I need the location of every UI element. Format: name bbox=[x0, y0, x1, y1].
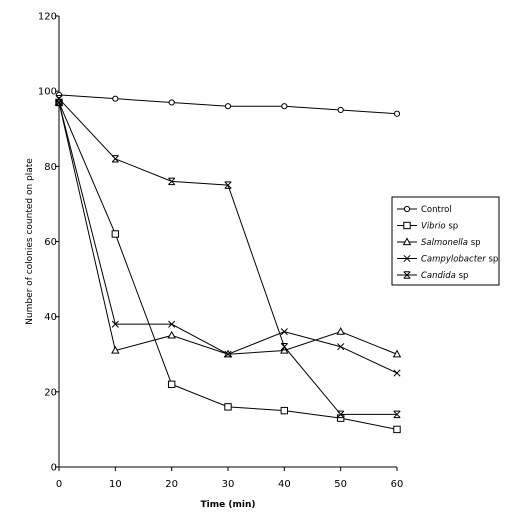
square-marker bbox=[111, 230, 120, 238]
triangle-marker bbox=[336, 327, 345, 335]
legend-label-genus: Campylobacter bbox=[421, 255, 486, 265]
triangle-marker bbox=[111, 345, 120, 354]
legend-label-genus: Vibrio bbox=[421, 222, 446, 232]
legend-item: Vibrio sp bbox=[397, 222, 458, 232]
x-tick-label: 60 bbox=[391, 479, 404, 490]
legend-label-suffix: sp bbox=[468, 238, 481, 248]
x-tick-label: 40 bbox=[278, 479, 291, 490]
x-marker bbox=[280, 328, 288, 336]
legend-label-suffix: sp bbox=[486, 255, 499, 265]
x-marker bbox=[403, 254, 411, 263]
x-marker bbox=[111, 320, 119, 328]
square-marker bbox=[280, 406, 289, 415]
legend-label-suffix: sp bbox=[446, 222, 459, 232]
square-marker bbox=[167, 380, 176, 389]
legend-item: Control bbox=[397, 205, 452, 215]
legend-label: Vibrio sp bbox=[421, 222, 458, 232]
y-tick-label: 120 bbox=[38, 12, 57, 23]
square-marker bbox=[393, 425, 401, 434]
y-tick-label: 80 bbox=[44, 162, 57, 173]
legend-label: Campylobacter sp bbox=[421, 255, 498, 265]
legend-label-genus: Salmonella bbox=[421, 238, 468, 248]
star-marker bbox=[393, 410, 401, 419]
x-marker bbox=[393, 369, 401, 377]
circle-marker bbox=[393, 110, 401, 117]
square-marker bbox=[403, 221, 411, 230]
star-marker bbox=[224, 181, 232, 189]
triangle-marker bbox=[392, 349, 402, 358]
x-marker bbox=[224, 350, 232, 358]
y-tick-label: 0 bbox=[51, 463, 57, 474]
x-tick-label: 10 bbox=[109, 479, 122, 490]
legend-item: Salmonella sp bbox=[397, 237, 481, 248]
circle-marker bbox=[337, 106, 344, 114]
star-marker bbox=[55, 94, 63, 103]
star-marker bbox=[337, 410, 345, 419]
x-marker bbox=[337, 343, 345, 351]
star-marker bbox=[280, 343, 288, 351]
legend-label-suffix: sp bbox=[456, 271, 469, 281]
star-marker bbox=[403, 271, 411, 279]
circle-marker bbox=[403, 205, 411, 213]
legend-label: Control bbox=[421, 205, 452, 215]
square-marker bbox=[224, 403, 232, 411]
x-tick-label: 30 bbox=[222, 479, 235, 490]
star-marker bbox=[168, 177, 176, 186]
star-marker bbox=[111, 155, 119, 163]
y-axis-label: Number of colonies counted on plate bbox=[25, 158, 35, 325]
circle-marker bbox=[224, 103, 232, 110]
triangle-marker bbox=[402, 237, 412, 246]
x-tick-label: 0 bbox=[56, 479, 62, 490]
triangle-marker bbox=[167, 330, 176, 339]
legend-item: Campylobacter sp bbox=[397, 255, 498, 265]
y-ticks: 0 20 40 60 80 100 120 bbox=[38, 12, 59, 474]
legend-label: Salmonella sp bbox=[421, 238, 481, 248]
circle-marker bbox=[55, 91, 63, 99]
x-marker bbox=[168, 320, 176, 328]
circle-marker bbox=[168, 99, 175, 106]
x-ticks: 0 10 20 30 40 50 60 bbox=[56, 467, 404, 490]
x-tick-label: 50 bbox=[334, 479, 347, 490]
y-tick-label: 100 bbox=[38, 87, 57, 98]
legend-item: Candida sp bbox=[397, 271, 468, 281]
legend-box bbox=[391, 196, 500, 286]
series-control bbox=[55, 91, 401, 117]
circle-marker bbox=[112, 95, 119, 102]
circle-marker bbox=[281, 103, 288, 110]
legend-label-genus: Candida bbox=[421, 271, 456, 281]
legend-label: Candida sp bbox=[421, 271, 468, 281]
series-candida bbox=[55, 94, 401, 419]
y-tick-label: 40 bbox=[44, 312, 57, 323]
square-marker bbox=[336, 414, 345, 422]
x-tick-label: 20 bbox=[165, 479, 178, 490]
x-axis-label: Time (min) bbox=[201, 500, 256, 510]
y-tick-label: 20 bbox=[44, 387, 57, 398]
series-layer bbox=[54, 91, 402, 434]
y-tick-label: 60 bbox=[44, 237, 57, 248]
